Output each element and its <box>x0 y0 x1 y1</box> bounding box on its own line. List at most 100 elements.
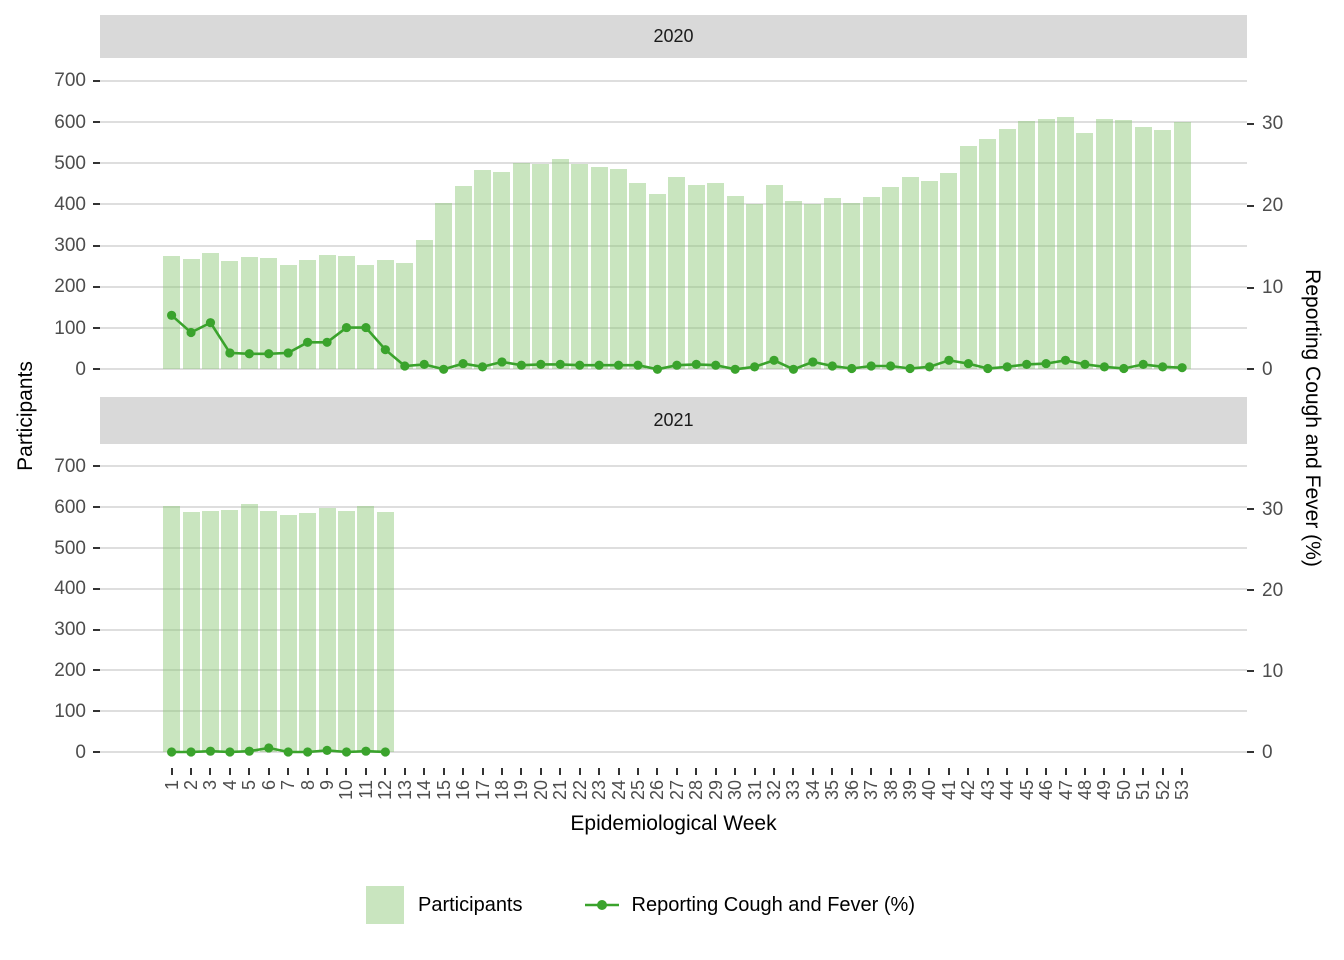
line-point <box>711 360 721 370</box>
x-tick-mark <box>364 768 367 775</box>
x-tick-mark <box>656 768 659 775</box>
line-point <box>1158 362 1168 372</box>
x-tick-mark <box>559 768 562 775</box>
x-tick-label-week-12: 12 <box>375 780 396 801</box>
x-tick-mark <box>539 768 542 775</box>
x-tick-label-week-53: 53 <box>1172 780 1193 801</box>
y-right-tick-label: 10 <box>1262 277 1284 298</box>
legend-swatch-participants <box>366 886 404 924</box>
x-tick-mark <box>792 768 795 775</box>
x-tick-mark <box>1045 768 1048 775</box>
line-point <box>380 345 390 355</box>
gridline <box>100 710 1247 713</box>
y-left-tick-label: 400 <box>54 193 86 215</box>
facet-strip-label-2020: 2020 <box>653 26 694 46</box>
gridline <box>100 628 1247 631</box>
x-tick-mark <box>695 768 698 775</box>
line-point <box>594 360 604 370</box>
line-point <box>322 745 332 755</box>
x-tick-mark <box>326 768 329 775</box>
y-right-tick-label: 10 <box>1262 660 1284 682</box>
participants-bar-week-8 <box>299 513 317 752</box>
x-tick-label-week-37: 37 <box>861 780 882 801</box>
y-right-tick-label: 20 <box>1262 579 1284 601</box>
participants-bar-week-19 <box>512 163 530 370</box>
x-tick-label-week-21: 21 <box>550 780 571 801</box>
line-point <box>613 360 624 370</box>
x-tick-label-week-29: 29 <box>705 780 726 801</box>
participants-bar-week-21 <box>551 159 569 370</box>
x-tick-mark <box>403 768 406 775</box>
line-point <box>536 359 546 369</box>
participants-bar-week-34 <box>804 204 822 370</box>
participants-bar-week-25 <box>629 183 647 370</box>
participants-bar-week-7 <box>279 265 297 370</box>
participants-bar-week-3 <box>201 510 219 752</box>
x-tick-mark <box>520 768 523 775</box>
line-point <box>225 348 235 358</box>
participants-bar-week-53 <box>1173 121 1191 370</box>
y-right-tick-label: 0 <box>1262 358 1273 380</box>
line-point <box>497 357 507 367</box>
gridline <box>100 121 1247 124</box>
participants-bar-week-40 <box>920 180 938 370</box>
x-tick-mark <box>636 768 639 775</box>
gridline <box>100 506 1247 509</box>
x-tick-mark <box>1103 768 1106 775</box>
participants-bar-week-24 <box>610 168 628 370</box>
participants-bar-week-44 <box>998 129 1016 370</box>
participants-bar-week-31 <box>746 204 764 370</box>
participants-bar-week-50 <box>1115 119 1133 370</box>
line-point <box>555 359 565 369</box>
line-point <box>244 746 254 756</box>
participants-bar-week-12 <box>376 259 394 370</box>
x-tick-label-week-35: 35 <box>822 780 843 801</box>
x-tick-label-week-16: 16 <box>453 780 474 801</box>
participants-bar-week-7 <box>279 514 297 752</box>
y-left-tick-label: 200 <box>54 659 86 681</box>
participants-bar-week-30 <box>726 195 744 370</box>
x-tick-mark <box>209 768 212 775</box>
line-point <box>264 743 274 753</box>
gridline <box>100 465 1247 468</box>
x-tick-label-week-33: 33 <box>783 780 804 801</box>
x-tick-label-week-46: 46 <box>1036 780 1057 801</box>
x-tick-mark <box>1181 768 1184 775</box>
x-tick-label-week-18: 18 <box>491 780 512 801</box>
x-tick-mark <box>967 768 970 775</box>
participants-bar-week-2 <box>182 511 200 752</box>
line-point <box>205 746 216 756</box>
x-tick-label-week-19: 19 <box>511 780 532 801</box>
y-right-tick-mark <box>1247 122 1254 125</box>
y-right-tick-mark <box>1247 751 1254 753</box>
y-left-tick-label: 700 <box>54 70 86 92</box>
line-with-point-icon <box>584 900 619 910</box>
line-point <box>1060 355 1071 365</box>
participants-bar-week-35 <box>823 197 841 370</box>
x-tick-mark <box>986 768 989 775</box>
x-tick-mark <box>714 768 717 775</box>
y-left-tick-mark <box>93 587 100 590</box>
line-point <box>244 349 254 359</box>
line-point <box>1177 363 1187 373</box>
x-tick-label-week-45: 45 <box>1016 780 1037 801</box>
line-point <box>361 322 371 333</box>
x-tick-mark <box>675 768 678 775</box>
line-point <box>963 358 973 369</box>
y-right-tick-mark <box>1247 368 1254 371</box>
gridline <box>100 547 1247 550</box>
line-point <box>477 362 488 372</box>
x-tick-label-week-30: 30 <box>725 780 746 801</box>
line-point <box>186 327 196 338</box>
participants-bar-week-51 <box>1134 126 1152 370</box>
gridline <box>100 587 1247 590</box>
line-point <box>205 318 216 328</box>
x-tick-label-week-22: 22 <box>569 780 590 801</box>
x-tick-mark <box>870 768 873 775</box>
x-tick-label-week-23: 23 <box>589 780 610 801</box>
participants-bar-week-48 <box>1076 133 1094 370</box>
facet-strip-2021: 2021 <box>100 397 1247 444</box>
x-tick-mark <box>617 768 620 775</box>
line-point <box>672 360 682 370</box>
x-tick-label-week-40: 40 <box>919 780 940 801</box>
